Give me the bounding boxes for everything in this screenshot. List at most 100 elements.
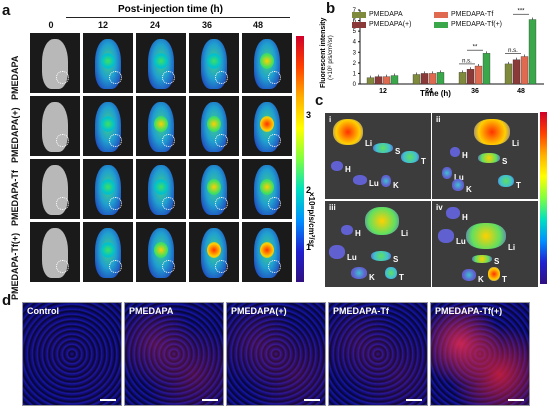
col-label-0: 0	[48, 20, 54, 30]
fluorescence-image: Control	[22, 302, 122, 406]
significance-label: n.s.	[508, 48, 518, 54]
y-tick-label: 3	[353, 50, 357, 56]
fluorescence-hotspot	[154, 179, 168, 195]
fluorescence-label: PMEDAPA-Tf(+)	[435, 306, 503, 316]
x-tick-label: 48	[517, 88, 525, 95]
legend-label-pmedapa-tf: PMEDAPA-Tf	[451, 11, 494, 18]
organ-lu	[353, 175, 367, 185]
organ-t	[401, 151, 419, 163]
fluorescence-image: PMEDAPA-Tf	[328, 302, 428, 406]
mouse-image-tile	[189, 33, 239, 93]
legend-swatch-pmedapa-plus	[352, 22, 366, 28]
organ-label: T	[516, 181, 521, 190]
organ-li	[474, 119, 510, 145]
organ-s	[472, 255, 492, 263]
bar	[420, 73, 429, 85]
mouse-image-tile	[242, 159, 292, 219]
fluorescence-hotspot	[207, 179, 221, 195]
organ-label: T	[421, 157, 426, 166]
chart-legend: PMEDAPA PMEDAPA-Tf PMEDAPA(+) PMEDAPA-Tf…	[352, 11, 532, 34]
post-injection-header: Post-injection time (h)	[118, 4, 223, 15]
organ-tile-i: i Li H Lu S K T	[324, 112, 432, 200]
bar	[374, 76, 383, 85]
organ-label: H	[462, 213, 468, 222]
organ-s	[373, 143, 393, 153]
organ-label: Lu	[454, 173, 464, 182]
fluorescence-image: PMEDAPA	[124, 302, 224, 406]
organ-label: H	[355, 229, 361, 238]
scale-bar	[202, 399, 218, 401]
fluorescence-hotspot	[207, 116, 221, 132]
organ-label: S	[395, 147, 401, 156]
organ-label: S	[494, 257, 500, 266]
row-label-pmedapa: PMEDAPA	[10, 55, 20, 100]
row-label-pmedapa-tf: PMEDAPA-Tf	[10, 170, 20, 226]
fluorescence-label: Control	[27, 306, 59, 316]
mouse-image-tile	[242, 33, 292, 93]
row-label-pmedapa-plus: PMEDAPA(+)	[10, 107, 20, 163]
mouse-image-tile	[136, 159, 186, 219]
bar	[412, 74, 421, 85]
mouse-image-tile	[83, 222, 133, 282]
organ-tile-iii: iii Li H Lu S K T	[324, 200, 432, 288]
tumor-marker	[56, 197, 69, 210]
tumor-marker	[215, 197, 228, 210]
mouse-body	[95, 39, 121, 89]
mouse-image-tile	[30, 96, 80, 156]
panel-d-label: d	[2, 292, 12, 309]
fluorescence-hotspot	[154, 242, 168, 258]
tumor-marker	[162, 71, 175, 84]
organ-label: Li	[365, 139, 373, 148]
y-tick-label: 0	[353, 82, 357, 88]
tumor-marker	[162, 134, 175, 147]
bar	[390, 75, 399, 85]
x-tick-label: 12	[379, 88, 387, 95]
tumor-marker	[162, 197, 175, 210]
organ-label: Li	[512, 139, 520, 148]
scale-bar	[100, 399, 116, 401]
organ-label: T	[399, 273, 404, 282]
organ-label: T	[502, 275, 507, 284]
tumor-marker	[56, 260, 69, 273]
organ-s	[478, 153, 500, 163]
organ-tile-ii: ii Li H Lu S K T	[431, 112, 539, 200]
tumor-marker	[56, 71, 69, 84]
bar	[466, 69, 475, 85]
fluorescence-hotspot	[101, 179, 115, 195]
mouse-body	[254, 102, 280, 152]
tumor-marker	[109, 71, 122, 84]
tumor-marker	[109, 197, 122, 210]
organ-label: K	[466, 185, 472, 194]
organ-t	[385, 267, 397, 279]
legend-swatch-pmedapa	[352, 12, 366, 18]
organ-subpanel-label: ii	[436, 115, 441, 124]
fluorescence-label: PMEDAPA-Tf	[333, 306, 389, 316]
y-tick-label: 4	[353, 40, 357, 46]
organ-label: H	[462, 151, 468, 160]
row-label-pmedapa-tf-plus: PMEDAPA-Tf(+)	[10, 232, 20, 300]
y-axis-label: Fluorescent intensity	[320, 17, 327, 88]
organ-s	[371, 251, 391, 261]
mouse-image-tile	[136, 96, 186, 156]
fluorescence-label: PMEDAPA	[129, 306, 174, 316]
tumor-marker	[268, 260, 281, 273]
organ-label: Lu	[456, 237, 466, 246]
organ-k	[381, 175, 391, 187]
fluorescence-hotspot	[260, 116, 274, 132]
mouse-image-tile	[30, 222, 80, 282]
mouse-image-tile	[136, 33, 186, 93]
organ-subpanel-label: iv	[436, 203, 443, 212]
mouse-image-tile	[83, 96, 133, 156]
fluorescence-row: Control PMEDAPA PMEDAPA(+) PMEDAPA-Tf PMEDAP…	[22, 302, 550, 406]
tumor-marker	[268, 197, 281, 210]
bar-chart: 0123456712243648 n.s.**n.s.***	[353, 8, 544, 95]
mouse-image-tile	[242, 222, 292, 282]
organ-h	[446, 207, 460, 219]
mouse-image-tile	[189, 96, 239, 156]
y-tick-label: 6	[353, 19, 357, 25]
organ-lu	[438, 229, 454, 243]
significance-label: **	[473, 45, 478, 51]
bar	[512, 59, 521, 85]
fluorescence-hotspot	[154, 53, 168, 69]
mouse-image-tile	[30, 159, 80, 219]
